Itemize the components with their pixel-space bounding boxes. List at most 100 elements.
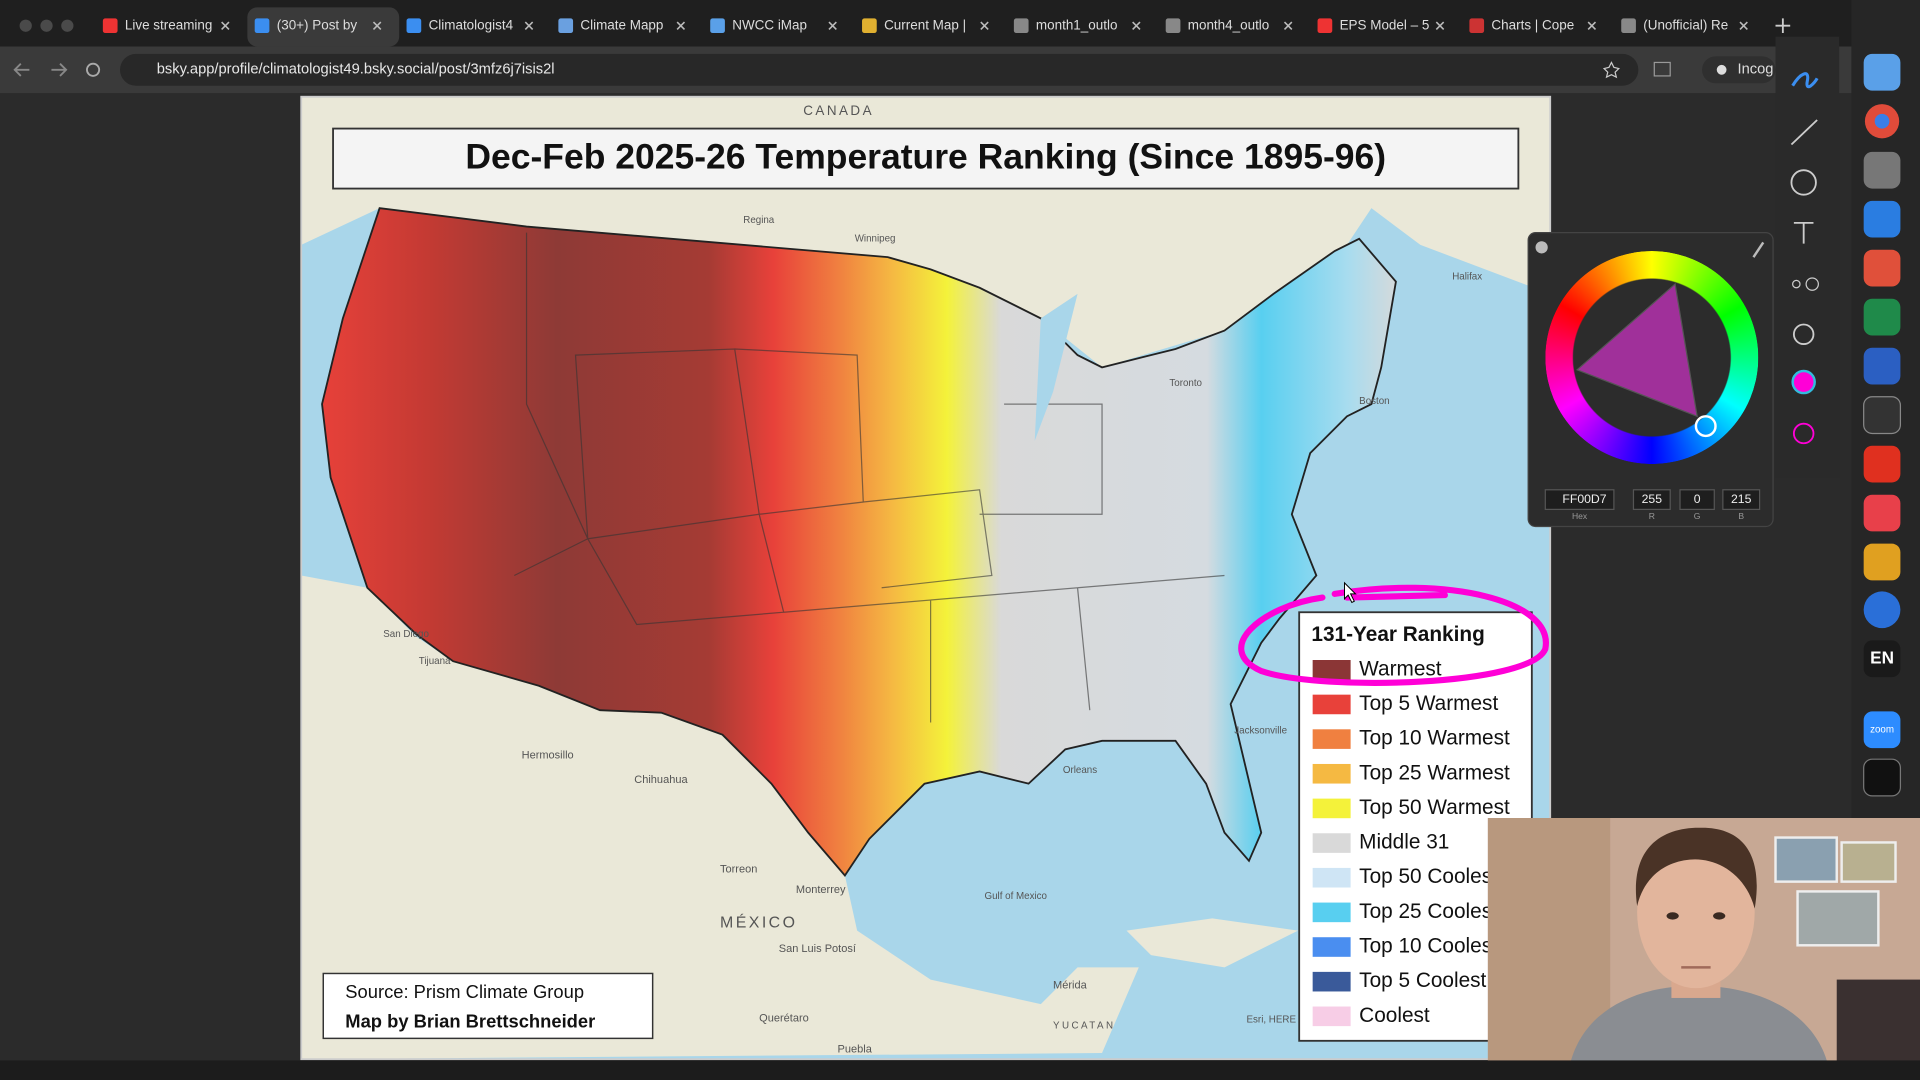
tab-close[interactable] xyxy=(1739,21,1748,30)
tab-close[interactable] xyxy=(980,21,989,30)
legend-swatch xyxy=(1312,1006,1351,1027)
shape-tool[interactable] xyxy=(1805,277,1819,291)
legend-swatch xyxy=(1312,902,1351,923)
cast-icon[interactable] xyxy=(1653,61,1671,77)
tab-close[interactable] xyxy=(1587,21,1597,30)
pen-tool[interactable] xyxy=(1791,72,1819,89)
place-label: MÉXICO xyxy=(720,912,797,931)
place-label: Torreon xyxy=(720,863,757,875)
back-button[interactable] xyxy=(13,63,30,77)
tab-close[interactable] xyxy=(524,21,534,30)
color-value[interactable]: 255 xyxy=(1642,492,1663,506)
tab-title[interactable]: EPS Model – 5 xyxy=(1340,17,1430,32)
color-tool[interactable] xyxy=(1791,369,1816,395)
tab-close[interactable] xyxy=(676,21,686,30)
tab-title[interactable]: Charts | Cope xyxy=(1491,17,1574,32)
place-label: Boston xyxy=(1359,396,1389,407)
eyedropper[interactable] xyxy=(1752,241,1765,258)
tab-icon[interactable] xyxy=(1013,18,1029,34)
legend-title: 131-Year Ranking xyxy=(1311,623,1484,646)
legend-label: Coolest xyxy=(1359,1004,1430,1027)
legend-label: Top 5 Warmest xyxy=(1359,692,1498,715)
tab-title[interactable]: (Unofficial) Re xyxy=(1643,17,1728,32)
forward-button[interactable] xyxy=(51,63,68,77)
place-label: Regina xyxy=(743,215,775,226)
legend-swatch xyxy=(1312,833,1351,853)
color-field-label: Hex xyxy=(1572,511,1588,521)
place-label: San Diego xyxy=(383,629,429,640)
line-tool[interactable] xyxy=(1790,119,1818,146)
tab-close[interactable] xyxy=(372,21,382,30)
tab-title[interactable]: Live streaming xyxy=(125,17,212,32)
tab-close[interactable] xyxy=(1132,21,1141,30)
language-indicator[interactable]: EN xyxy=(1870,647,1894,667)
tab-title[interactable]: month4_outlo xyxy=(1188,17,1270,32)
place-label: Puebla xyxy=(838,1043,873,1055)
legend-label: Top 10 Coolest xyxy=(1359,935,1498,958)
color-value[interactable]: 0 xyxy=(1694,492,1701,506)
incognito-label[interactable]: Incog xyxy=(1738,62,1774,78)
circle-tool[interactable] xyxy=(1790,169,1817,196)
tab-icon[interactable] xyxy=(1317,18,1333,34)
great-lakes xyxy=(1034,293,1078,441)
legend-swatch xyxy=(1312,694,1351,715)
place-label: CANADA xyxy=(803,103,874,118)
tab-icon[interactable] xyxy=(558,18,574,34)
tab-icon[interactable] xyxy=(1165,18,1181,34)
legend-swatch xyxy=(1312,729,1351,749)
tab-icon[interactable] xyxy=(1621,18,1636,34)
highlight-ellipse xyxy=(1238,584,1549,686)
place-label: Winnipeg xyxy=(855,233,896,244)
tab-icon[interactable] xyxy=(710,18,725,34)
tab-title[interactable]: (30+) Post by xyxy=(277,17,358,32)
tab-title[interactable]: Climate Mapp xyxy=(580,17,663,32)
place-label: Monterrey xyxy=(796,884,846,896)
reload-button[interactable] xyxy=(86,62,101,77)
url[interactable]: bsky.app/profile/climatologist49.bsky.so… xyxy=(157,62,555,78)
tab-close[interactable] xyxy=(1435,21,1445,30)
address-bar[interactable] xyxy=(120,53,1639,86)
tab-icon[interactable] xyxy=(406,18,422,34)
zoom-icon-label[interactable]: zoom xyxy=(1870,724,1894,735)
place-label: Mérida xyxy=(1053,980,1088,992)
color-field[interactable] xyxy=(1679,489,1715,511)
tab-icon[interactable] xyxy=(1469,18,1485,34)
tab-close[interactable] xyxy=(828,21,837,30)
color-value[interactable]: FF00D7 xyxy=(1562,492,1606,506)
cursor xyxy=(1344,581,1357,604)
tab-close[interactable] xyxy=(221,21,230,30)
incognito-chip[interactable] xyxy=(1702,56,1776,84)
color-field[interactable] xyxy=(1544,489,1615,511)
tab-icon[interactable] xyxy=(254,18,270,34)
tab-close[interactable] xyxy=(1283,21,1293,30)
webcam xyxy=(1487,817,1920,1063)
timer-tool[interactable] xyxy=(1792,422,1815,445)
color-triangle[interactable] xyxy=(1577,284,1698,417)
tab-icon[interactable] xyxy=(862,18,877,34)
tab-title[interactable]: NWCC iMap xyxy=(732,17,807,32)
legend-label: Top 5 Coolest xyxy=(1359,969,1486,992)
active-tab[interactable] xyxy=(247,7,400,47)
color-field[interactable] xyxy=(1722,489,1761,511)
bookmark-star[interactable] xyxy=(1602,61,1620,79)
place-label: YUCATAN xyxy=(1053,1021,1115,1032)
close-picker[interactable] xyxy=(1535,241,1548,254)
dock-icons[interactable] xyxy=(1863,53,1902,797)
color-field[interactable] xyxy=(1632,489,1671,511)
legend-label: Top 25 Coolest xyxy=(1359,900,1498,923)
title-box xyxy=(332,127,1520,190)
new-tab[interactable] xyxy=(1775,18,1791,34)
legend-label: Top 25 Warmest xyxy=(1359,761,1510,784)
tab-title[interactable]: Current Map | xyxy=(884,17,966,32)
tab-title[interactable]: month1_outlo xyxy=(1036,17,1118,32)
text-tool[interactable] xyxy=(1793,221,1814,244)
source: Source: Prism Climate Group xyxy=(345,981,584,1002)
place-label: Gulf of Mexico xyxy=(984,891,1047,902)
rotate-tool[interactable] xyxy=(1792,323,1815,345)
color-value[interactable]: 215 xyxy=(1731,492,1752,506)
draw-toolbar xyxy=(1775,36,1840,478)
place-label: Hermosillo xyxy=(522,749,574,761)
tab-title[interactable]: Climatologist4 xyxy=(429,17,514,32)
tab-icon[interactable] xyxy=(102,18,118,34)
